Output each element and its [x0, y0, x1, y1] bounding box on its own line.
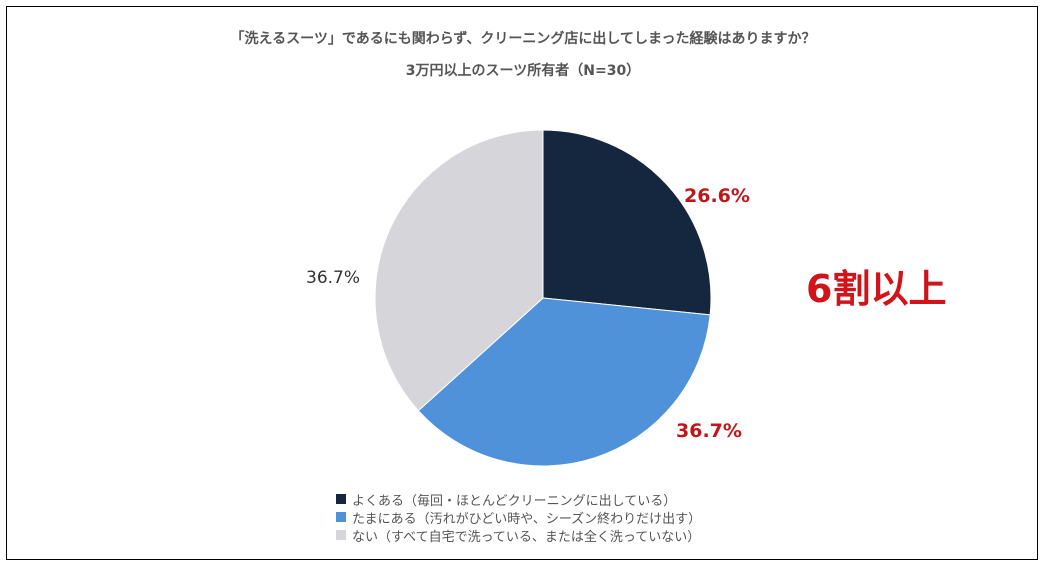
legend: よくある（毎回・ほとんどクリーニングに出している） たまにある（汚れがひどい時や… — [336, 490, 702, 545]
legend-label-often: よくある（毎回・ほとんどクリーニングに出している） — [352, 493, 677, 509]
legend-item-sometimes: たまにある（汚れがひどい時や、シーズン終わりだけ出す） — [336, 508, 702, 527]
pie-slice-often — [542, 129, 712, 316]
slice-label-sometimes: 36.7% — [676, 420, 742, 442]
legend-item-never: ない（すべて自宅で洗っている、または全く洗っていない） — [336, 526, 701, 545]
slice-label-never: 36.7% — [306, 268, 361, 288]
chart-subtitle: 3万円以上のスーツ所有者（N=30） — [405, 63, 641, 79]
annotation-over-60-percent: 6割以上 — [806, 267, 947, 311]
legend-swatch-often — [336, 494, 346, 504]
pie-slice-never — [374, 129, 544, 412]
legend-label-sometimes: たまにある（汚れがひどい時や、シーズン終わりだけ出す） — [352, 511, 702, 527]
pie-slice-sometimes — [417, 297, 711, 467]
legend-swatch-never — [336, 530, 346, 540]
legend-label-never: ない（すべて自宅で洗っている、または全く洗っていない） — [352, 529, 701, 545]
legend-swatch-sometimes — [336, 512, 346, 522]
legend-item-often: よくある（毎回・ほとんどクリーニングに出している） — [336, 490, 701, 509]
slice-label-often: 26.6% — [684, 185, 750, 207]
chart-title: 「洗えるスーツ」であるにも関わらず、クリーニング店に出してしまった経験はあります… — [230, 31, 816, 47]
